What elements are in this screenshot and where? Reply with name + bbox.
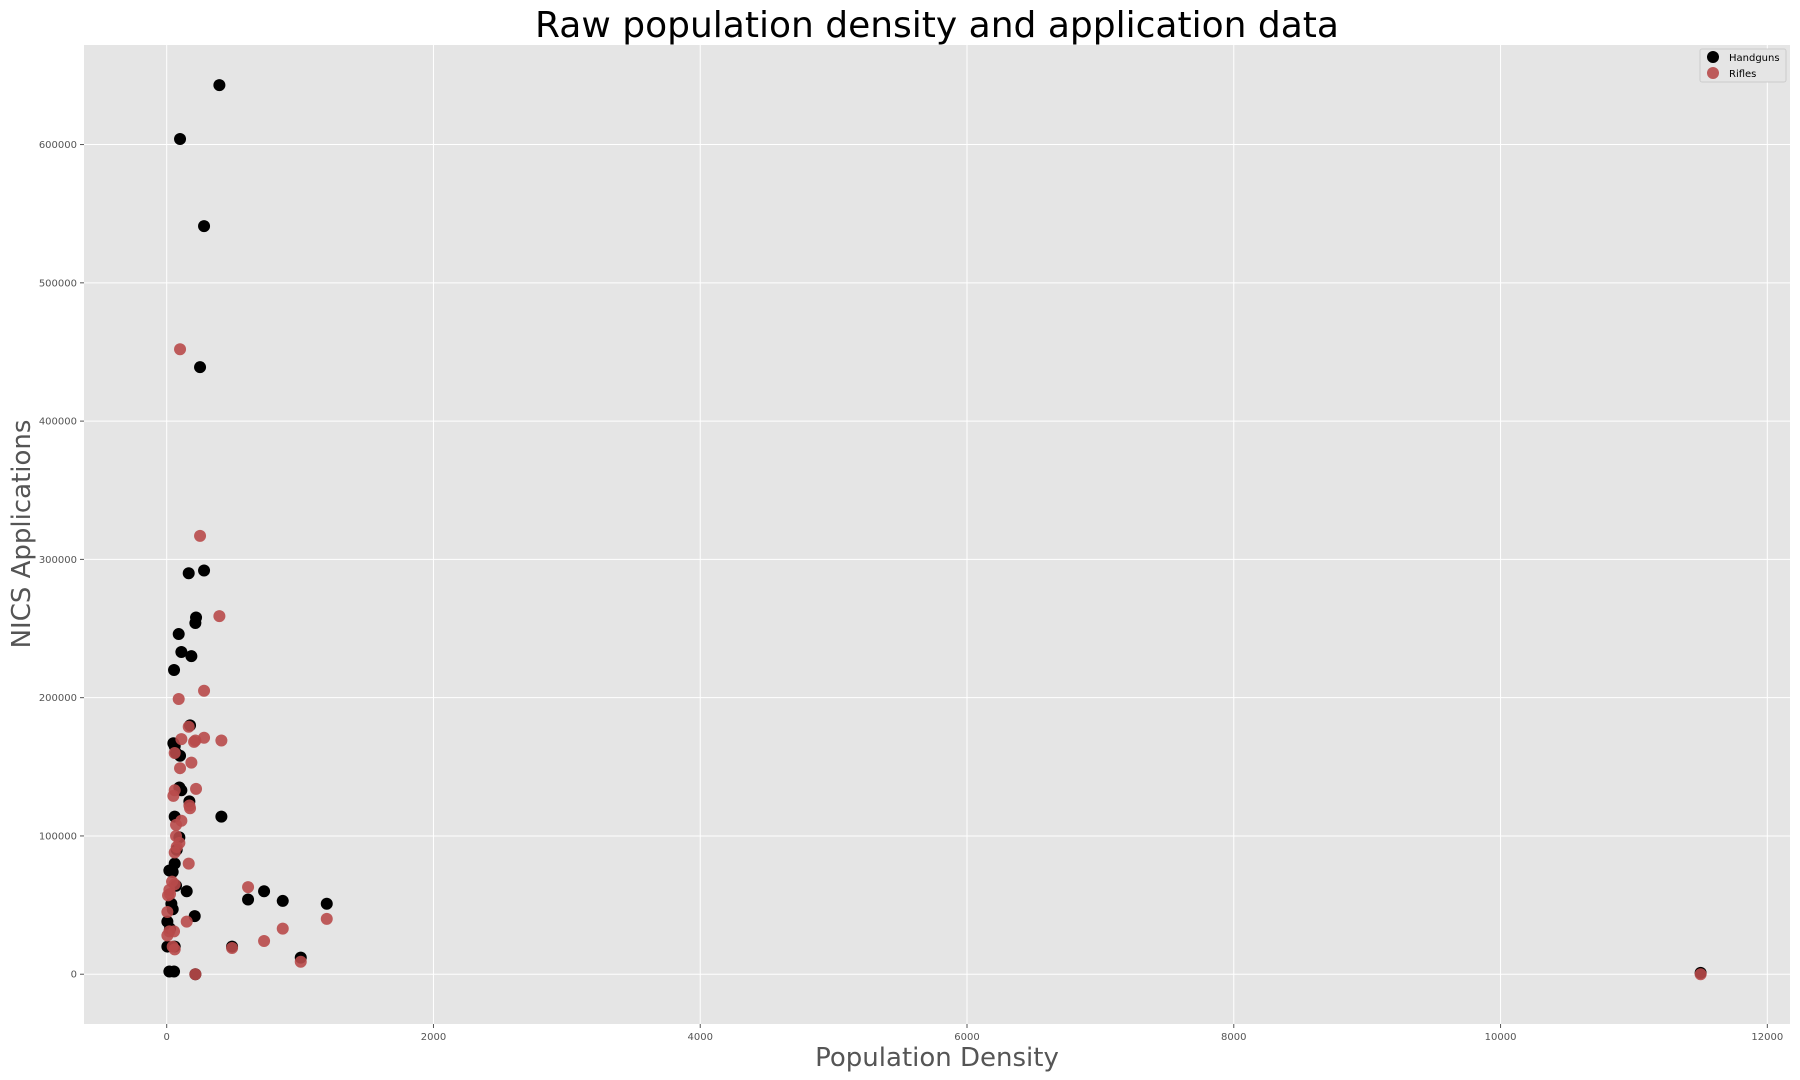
data-point-rifles xyxy=(168,846,181,859)
data-point-rifles xyxy=(184,802,197,815)
x-axis-label: Population Density xyxy=(815,1043,1059,1073)
chart-title: Raw population density and application d… xyxy=(535,5,1339,46)
data-point-rifles xyxy=(258,935,271,948)
y-tick-label: 400000 xyxy=(39,417,77,428)
x-tick-label: 10000 xyxy=(1485,1032,1517,1043)
data-point-rifles xyxy=(170,818,183,831)
data-point-handguns xyxy=(242,893,255,906)
data-point-rifles xyxy=(276,922,289,935)
data-point-handguns xyxy=(180,885,193,898)
data-point-rifles xyxy=(194,529,207,542)
legend: Handguns Rifles xyxy=(1699,48,1787,83)
data-point-handguns xyxy=(198,220,211,233)
data-point-rifles xyxy=(190,782,203,795)
y-tick-label: 100000 xyxy=(39,831,77,842)
y-axis-label: NICS Applications xyxy=(7,420,37,649)
data-point-rifles xyxy=(320,912,333,925)
data-point-rifles xyxy=(1694,968,1707,981)
data-point-handguns xyxy=(189,616,202,629)
data-point-rifles xyxy=(174,343,187,356)
data-point-handguns xyxy=(175,646,188,659)
plot-area xyxy=(84,45,1790,1024)
y-tick-label: 600000 xyxy=(39,140,77,151)
grid-lines xyxy=(84,45,1790,1024)
data-point-handguns xyxy=(215,810,228,823)
data-point-handguns xyxy=(276,894,289,907)
x-tick-label: 4000 xyxy=(688,1032,713,1043)
data-point-rifles xyxy=(174,762,187,775)
data-point-rifles xyxy=(198,684,211,697)
x-tick-label: 0 xyxy=(164,1032,170,1043)
data-point-rifles xyxy=(213,610,226,623)
data-point-handguns xyxy=(213,79,226,92)
legend-label-rifles: Rifles xyxy=(1729,69,1756,80)
data-point-rifles xyxy=(167,789,180,802)
x-tick-label: 6000 xyxy=(954,1032,979,1043)
data-point-rifles xyxy=(161,905,174,918)
data-point-handguns xyxy=(320,897,333,910)
data-point-rifles xyxy=(242,881,255,894)
data-point-handguns xyxy=(182,567,195,580)
data-point-handguns xyxy=(174,133,187,146)
y-tick-label: 500000 xyxy=(39,278,77,289)
data-point-handguns xyxy=(194,361,207,374)
y-tick-label: 0 xyxy=(71,970,77,981)
data-point-handguns xyxy=(185,650,198,663)
data-point-rifles xyxy=(161,929,174,942)
data-point-rifles xyxy=(182,720,195,733)
data-point-rifles xyxy=(188,735,201,748)
data-point-rifles xyxy=(294,955,307,968)
data-point-handguns xyxy=(172,628,185,641)
data-point-rifles xyxy=(185,756,198,769)
y-tick-label: 200000 xyxy=(39,693,77,704)
data-point-rifles xyxy=(180,915,193,928)
data-point-handguns xyxy=(258,885,271,898)
data-point-rifles xyxy=(189,968,202,981)
x-tick-label: 12000 xyxy=(1751,1032,1783,1043)
data-point-rifles xyxy=(172,693,185,706)
data-point-handguns xyxy=(168,965,181,978)
x-tick-label: 8000 xyxy=(1221,1032,1246,1043)
data-point-rifles xyxy=(215,734,228,747)
data-point-rifles xyxy=(182,857,195,870)
axis-ticks: 0 2000 4000 6000 8000 10000 12000 0 100000 200000… xyxy=(39,140,1783,1043)
data-point-rifles xyxy=(175,733,188,746)
legend-label-handguns: Handguns xyxy=(1729,53,1780,64)
data-point-handguns xyxy=(198,564,211,577)
legend-marker-handguns xyxy=(1707,51,1719,63)
y-tick-label: 300000 xyxy=(39,555,77,566)
x-tick-label: 2000 xyxy=(421,1032,446,1043)
data-point-handguns xyxy=(168,664,181,677)
data-point-rifles xyxy=(168,746,181,759)
legend-box xyxy=(1699,48,1787,83)
legend-marker-rifles xyxy=(1707,67,1719,79)
data-points xyxy=(161,79,1707,981)
data-point-rifles xyxy=(226,941,239,954)
data-point-handguns xyxy=(166,865,179,878)
data-point-rifles xyxy=(162,889,175,902)
data-point-rifles xyxy=(168,943,181,956)
